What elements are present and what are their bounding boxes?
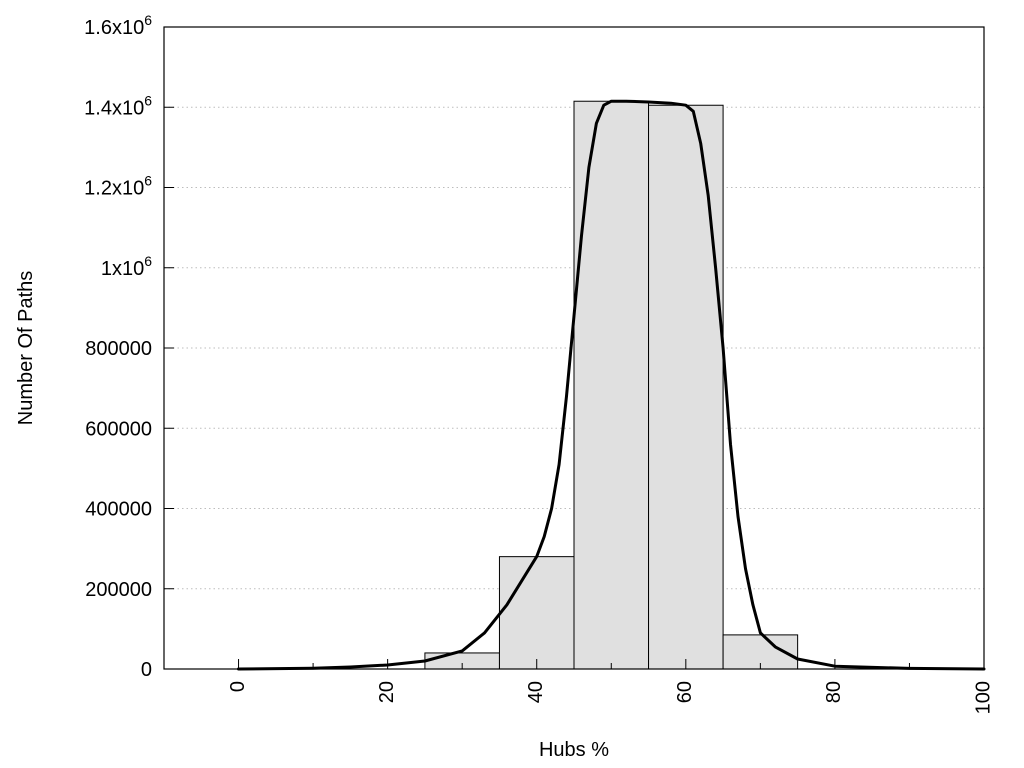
y-tick-label: 1x106 — [101, 253, 152, 280]
x-tick-label: 20 — [376, 681, 398, 703]
bar — [573, 100, 650, 670]
y-axis-ticks: 0 200000 400000 600000 800000 1x106 1.2x106 1.4… — [84, 12, 174, 681]
curve-line — [237, 99, 986, 671]
x-axis-ticks: 0 20 40 60 80 100 — [227, 659, 994, 714]
y-tick-label: 400000 — [85, 499, 152, 521]
y-tick-label: 800000 — [85, 338, 152, 360]
bar — [498, 556, 575, 670]
y-tick-label: 600000 — [85, 418, 152, 440]
y-axis-title: Number Of Paths — [15, 271, 37, 426]
fit-curve — [237, 99, 986, 671]
y-tick-label: 0 — [141, 659, 152, 681]
y-tick-label: 200000 — [85, 579, 152, 601]
x-tick-label: 0 — [227, 681, 249, 692]
x-tick-label: 40 — [525, 681, 547, 703]
x-tick-label: 60 — [674, 681, 696, 703]
x-axis-title: Hubs % — [539, 739, 609, 761]
x-tick-label: 80 — [823, 681, 845, 703]
bars — [424, 100, 799, 670]
bar — [648, 104, 724, 670]
y-tick-label: 1.2x106 — [84, 173, 152, 200]
x-tick-label: 100 — [972, 681, 994, 714]
y-tick-label: 1.4x106 — [84, 92, 152, 119]
y-tick-label: 1.6x106 — [84, 12, 152, 39]
